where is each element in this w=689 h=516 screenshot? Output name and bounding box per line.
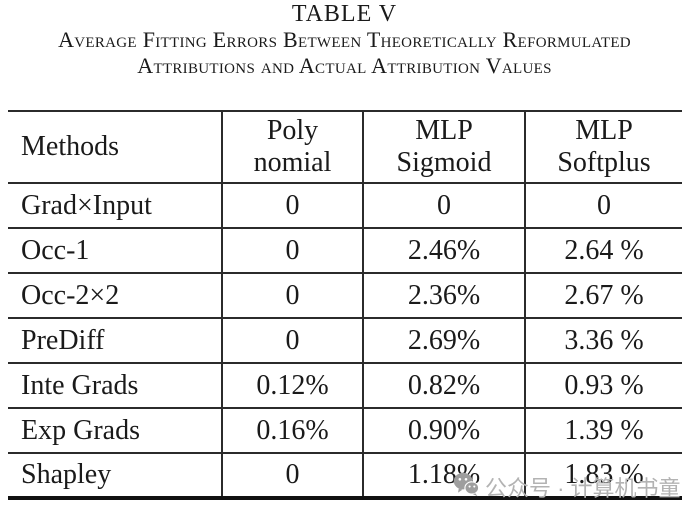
value-cell: 0 — [221, 183, 363, 229]
value-cell: 0.16% — [221, 408, 363, 454]
method-cell: PreDiff — [8, 318, 222, 364]
value-cell: 0.82% — [362, 363, 525, 409]
method-cell: Inte Grads — [8, 363, 222, 409]
value-cell: 2.64 % — [524, 228, 682, 274]
method-cell: Occ-1 — [8, 228, 222, 274]
method-cell: Exp Grads — [8, 408, 222, 454]
table-row: Exp Grads 0.16% 0.90% 1.39 % — [8, 408, 682, 454]
header-methods: Methods — [8, 111, 222, 184]
value-cell: 0 — [221, 228, 363, 274]
value-cell: 0.90% — [362, 408, 525, 454]
method-cell: Shapley — [21, 459, 112, 490]
value-cell: 0 — [524, 183, 682, 229]
value-cell: 0 — [362, 183, 525, 229]
table-row: PreDiff 0 2.69% 3.36 % — [8, 318, 682, 364]
value-cell: 3.36 % — [524, 318, 682, 364]
value-cell: 1.39 % — [524, 408, 682, 454]
value-cell: 0.93 % — [524, 363, 682, 409]
table-caption: Average Fitting Errors Between Theoretic… — [58, 27, 631, 78]
header-row: Methods Poly nomial MLP Sigmoid MLP Soft… — [8, 111, 682, 184]
value-cell: 2.67 % — [524, 273, 682, 319]
value-cell: 1.83 % — [524, 453, 682, 498]
value-cell: 1.18% — [362, 453, 525, 498]
value-cell: 2.36% — [362, 273, 525, 319]
value-cell: 0.12% — [221, 363, 363, 409]
method-cell: Occ-2×2 — [8, 273, 222, 319]
header-polynomial: Poly nomial — [221, 111, 363, 184]
header-mlp-sigmoid: MLP Sigmoid — [362, 111, 525, 184]
attribution-errors-table: Methods Poly nomial MLP Sigmoid MLP Soft… — [8, 110, 682, 500]
table-row: Occ-1 0 2.46% 2.64 % — [8, 228, 682, 274]
value-cell: 2.69% — [362, 318, 525, 364]
value-cell: 0 — [221, 273, 363, 319]
table-row: Inte Grads 0.12% 0.82% 0.93 % — [8, 363, 682, 409]
value-cell: 0 — [221, 318, 363, 364]
header-mlp-softplus: MLP Softplus — [524, 111, 682, 184]
table-number: TABLE V — [291, 1, 398, 27]
value-cell: 0 — [221, 453, 363, 498]
table-row: Grad×Input 0 0 0 — [8, 183, 682, 229]
table-row: Occ-2×2 0 2.36% 2.67 % — [8, 273, 682, 319]
table-row: Shapley 0 1.18% 1.83 % — [8, 453, 682, 498]
value-cell: 2.46% — [362, 228, 525, 274]
method-cell: Grad×Input — [8, 183, 222, 229]
